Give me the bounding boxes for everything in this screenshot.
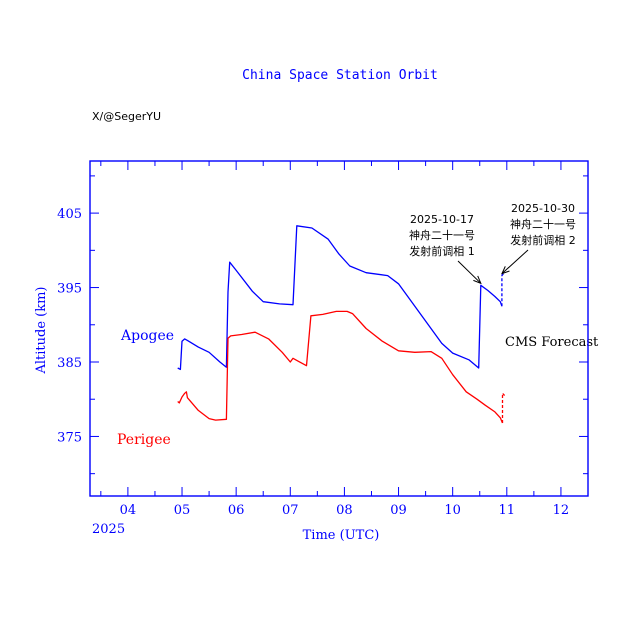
annotation-1-date: 2025-10-17 (410, 213, 474, 226)
x-tick-label: 08 (336, 503, 353, 518)
axes-group: 375 385 395 405 04 05 06 07 08 09 10 11 12 (57, 160, 589, 518)
x-tick-label: 06 (228, 503, 245, 518)
series-line-perigee-forecast (501, 392, 506, 423)
x-axis-label: Time (UTC) (303, 528, 380, 543)
annotation-arrows (457, 249, 529, 285)
annotation-arrow-head (473, 275, 482, 285)
y-tick-label: 375 (57, 430, 82, 445)
annotation-launch-phasing-2: 2025-10-30 神舟二十一号 发射前调相 2 (510, 202, 576, 247)
annotation-1-mission: 神舟二十一号 (409, 228, 475, 242)
y-axis-label: Altitude (km) (34, 286, 49, 374)
annotation-arrow-line (457, 260, 482, 284)
x-tick-label: 09 (390, 503, 407, 518)
x-tick-label: 12 (553, 503, 570, 518)
annotation-2-date: 2025-10-30 (511, 202, 575, 215)
annotation-2-mission: 神舟二十一号 (510, 217, 576, 231)
annotation-2-phase: 发射前调相 2 (510, 233, 576, 247)
x-tick-label: 04 (120, 503, 137, 518)
cms-forecast-label: CMS Forecast (505, 335, 599, 350)
annotation-launch-phasing-1: 2025-10-17 神舟二十一号 发射前调相 1 (409, 213, 475, 258)
chart-title: China Space Station Orbit (242, 68, 438, 83)
x-tick-label: 11 (499, 503, 516, 518)
year-label: 2025 (92, 522, 125, 537)
annotation-1-phase: 发射前调相 1 (409, 244, 475, 258)
x-tick-label: 07 (282, 503, 299, 518)
y-tick-label: 385 (57, 356, 82, 371)
y-tick-label: 405 (57, 207, 82, 222)
credit-label: X/@SegerYU (92, 110, 161, 123)
series-line-apogee-forecast (501, 272, 505, 307)
series-group (177, 225, 506, 424)
x-tick-label: 05 (174, 503, 191, 518)
annotation-arrow-line (501, 249, 529, 275)
perigee-label: Perigee (117, 432, 171, 448)
apogee-label: Apogee (120, 328, 174, 344)
y-tick-label: 395 (57, 282, 82, 297)
series-line-perigee (177, 310, 504, 424)
annotation-arrow-head (500, 266, 510, 275)
plot-frame (89, 160, 589, 497)
series-line-apogee (177, 225, 503, 371)
x-tick-label: 10 (444, 503, 461, 518)
